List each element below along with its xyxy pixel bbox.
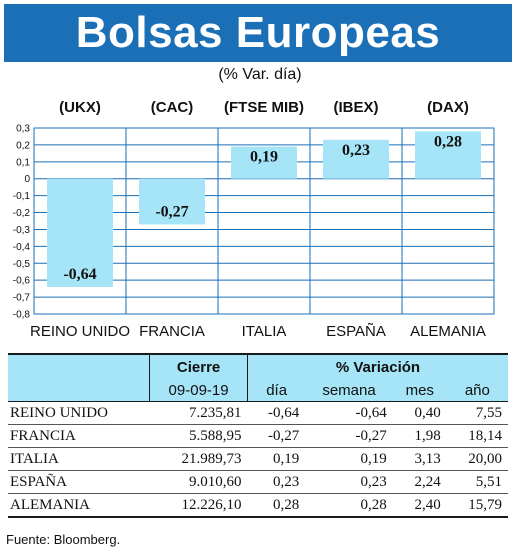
- market-table: Cierre % Variación 09-09-19 día semana m…: [8, 353, 508, 518]
- table-row: ITALIA 21.989,73 0,19 0,19 3,13 20,00: [8, 447, 508, 471]
- cell-dia: 0,28: [247, 493, 306, 518]
- header-anio: año: [446, 379, 508, 402]
- bar: [323, 139, 389, 179]
- cell-dia: 0,19: [247, 447, 306, 471]
- cell-semana: 0,23: [305, 470, 393, 494]
- table-row: ALEMANIA 12.226,10 0,28 0,28 2,40 15,79: [8, 493, 508, 518]
- cell-anio: 5,51: [446, 470, 508, 494]
- index-code-label: (CAC): [151, 99, 194, 116]
- y-tick-label: -0,1: [13, 191, 31, 202]
- bar-value-label: 0,19: [250, 149, 278, 166]
- y-tick-label: -0,6: [13, 276, 31, 287]
- source-note: Fuente: Bloomberg.: [6, 532, 121, 547]
- cell-anio: 15,79: [446, 493, 508, 518]
- index-code-label: (DAX): [427, 99, 469, 116]
- y-tick-label: -0,4: [13, 242, 31, 253]
- chart-title: Bolsas Europeas: [4, 4, 512, 62]
- cell-dia: 0,23: [247, 470, 306, 494]
- y-tick-label: -0,3: [13, 225, 31, 236]
- cell-semana: 0,28: [305, 493, 393, 518]
- index-code-label: (UKX): [59, 99, 101, 116]
- bar-value-label: -0,64: [63, 266, 96, 283]
- cell-dia: -0,64: [247, 401, 306, 425]
- category-label: FRANCIA: [139, 323, 205, 340]
- cell-cierre: 12.226,10: [149, 493, 248, 518]
- category-label: ESPAÑA: [326, 323, 386, 340]
- bar: [139, 178, 205, 225]
- y-tick-label: 0,2: [16, 140, 30, 151]
- cell-mes: 2,40: [392, 493, 447, 518]
- bar-value-label: 0,28: [434, 133, 462, 150]
- cell-anio: 20,00: [446, 447, 508, 471]
- bar-value-label: -0,27: [155, 203, 188, 220]
- category-label: ITALIA: [242, 323, 287, 340]
- cell-semana: -0,64: [305, 401, 393, 425]
- header-mes: mes: [392, 379, 447, 402]
- header-date: 09-09-19: [149, 379, 248, 402]
- header-semana: semana: [305, 379, 393, 402]
- header-variacion: % Variación: [246, 353, 508, 379]
- header-cierre: Cierre: [149, 353, 248, 379]
- cell-cierre: 9.010,60: [149, 470, 248, 494]
- table-corner-2: [8, 379, 150, 402]
- table-corner: [8, 353, 150, 379]
- y-tick-label: 0,3: [16, 124, 30, 135]
- bar-value-label: 0,23: [342, 142, 370, 159]
- row-name: ESPAÑA: [8, 470, 150, 494]
- y-tick-label: -0,8: [13, 310, 31, 321]
- y-tick-label: -0,7: [13, 293, 31, 304]
- table-row: REINO UNIDO 7.235,81 -0,64 -0,64 0,40 7,…: [8, 401, 508, 425]
- row-name: ITALIA: [8, 447, 150, 471]
- y-tick-label: -0,2: [13, 208, 31, 219]
- cell-mes: 3,13: [392, 447, 447, 471]
- cell-mes: 1,98: [392, 424, 447, 448]
- row-name: ALEMANIA: [8, 493, 150, 518]
- row-name: FRANCIA: [8, 424, 150, 448]
- category-label: ALEMANIA: [410, 323, 486, 340]
- y-tick-label: -0,5: [13, 259, 31, 270]
- cell-semana: -0,27: [305, 424, 393, 448]
- bar-chart: 0,3 0,2 0,1 0 -0,1 -0,2 -0,3 -0,4 -0,5 -0,6 -0,7 -0…: [13, 99, 495, 340]
- cell-cierre: 5.588,95: [149, 424, 248, 448]
- header-dia: día: [246, 379, 306, 402]
- cell-anio: 7,55: [446, 401, 508, 425]
- bar: [47, 178, 113, 287]
- y-tick-label: 0: [24, 174, 30, 185]
- category-label: REINO UNIDO: [30, 323, 130, 340]
- cell-cierre: 21.989,73: [149, 447, 248, 471]
- cell-cierre: 7.235,81: [149, 401, 248, 425]
- cell-anio: 18,14: [446, 424, 508, 448]
- index-code-label: (FTSE MIB): [224, 99, 304, 116]
- y-tick-label: 0,1: [16, 157, 30, 168]
- plot-frame: [33, 127, 495, 315]
- table-row: ESPAÑA 9.010,60 0,23 0,23 2,24 5,51: [8, 470, 508, 494]
- chart-subtitle: (% Var. día): [218, 66, 302, 83]
- table-row: FRANCIA 5.588,95 -0,27 -0,27 1,98 18,14: [8, 424, 508, 448]
- bar: [415, 131, 481, 179]
- cell-semana: 0,19: [305, 447, 393, 471]
- index-code-label: (IBEX): [334, 99, 379, 116]
- bar: [231, 146, 297, 179]
- cell-mes: 0,40: [392, 401, 447, 425]
- cell-mes: 2,24: [392, 470, 447, 494]
- cell-dia: -0,27: [247, 424, 306, 448]
- row-name: REINO UNIDO: [8, 401, 150, 425]
